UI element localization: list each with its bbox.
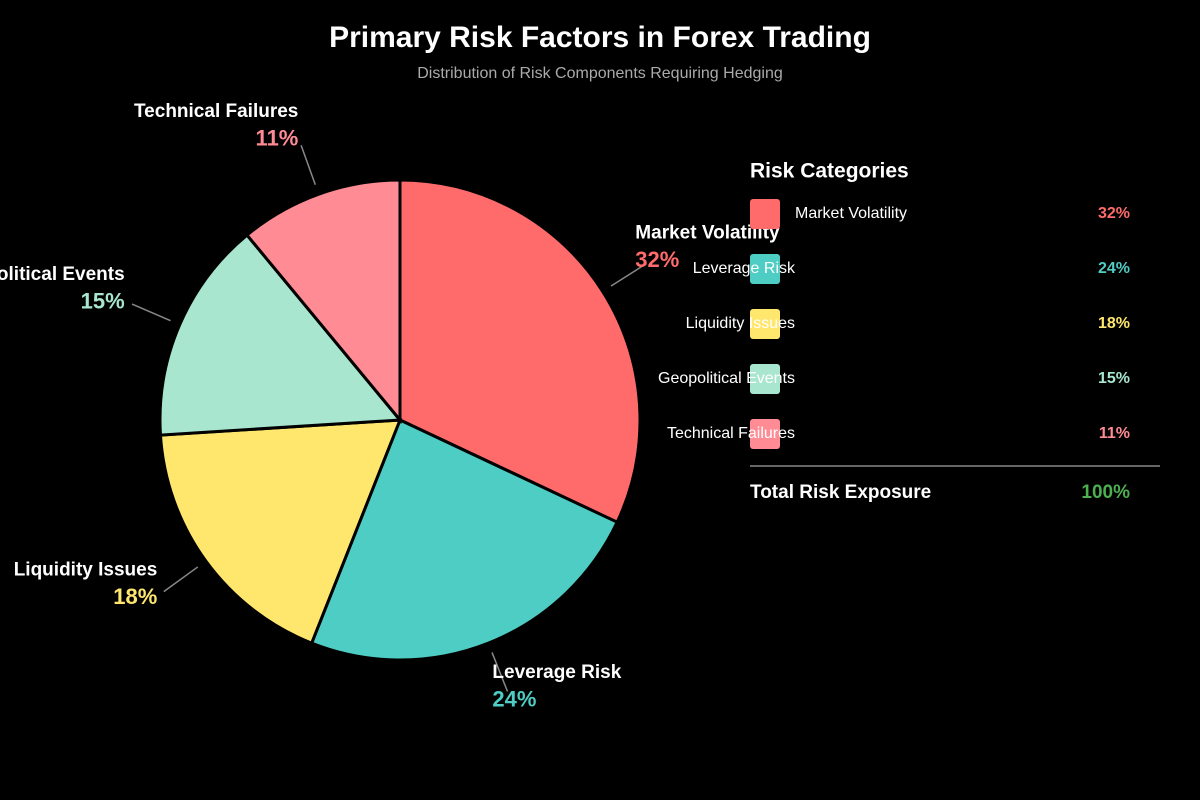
leader-line: [610, 262, 647, 287]
legend-title: Risk Categories: [750, 160, 909, 183]
total-label: Total Risk Exposure: [750, 482, 931, 503]
pie-slice: [158, 232, 404, 437]
legend-swatch: [750, 254, 780, 284]
slice-value-label: 18%: [113, 584, 157, 609]
slice-label: Liquidity Issues: [14, 559, 158, 580]
legend-swatch: [750, 309, 780, 339]
legend-swatch: [750, 364, 780, 394]
leader-line: [163, 566, 199, 593]
leader-line: [491, 652, 509, 692]
legend-swatch: [750, 419, 780, 449]
legend-value: 32%: [1098, 205, 1130, 222]
leader-line: [300, 145, 317, 186]
slice-value-label: 15%: [81, 289, 125, 314]
chart-subtitle: Distribution of Risk Components Requirin…: [417, 65, 783, 82]
legend-value: 11%: [1099, 425, 1130, 442]
pie-slice: [244, 178, 402, 425]
legend-label: Liquidity Issues: [686, 315, 795, 332]
slice-label: Leverage Risk: [492, 662, 621, 683]
legend-value: 18%: [1098, 315, 1130, 332]
legend-label: Leverage Risk: [693, 260, 796, 277]
chart-title: Primary Risk Factors in Forex Trading: [329, 21, 871, 54]
slice-value-label: 24%: [492, 687, 536, 712]
slice-value-label: 11%: [256, 126, 299, 151]
leader-line: [131, 303, 171, 322]
slice-label: Market Volatility: [635, 222, 780, 243]
legend-value: 24%: [1098, 260, 1130, 277]
total-value: 100%: [1081, 482, 1130, 503]
legend-label: Technical Failures: [667, 425, 795, 442]
legend-swatch: [750, 199, 780, 229]
legend-label: Market Volatility: [795, 205, 907, 222]
pie-slice: [158, 418, 403, 646]
slice-label: Geopolitical Events: [0, 264, 125, 285]
slice-label: Technical Failures: [134, 101, 298, 122]
slice-value-label: 32%: [635, 247, 679, 272]
legend-label: Geopolitical Events: [658, 370, 795, 387]
pie-slice: [309, 417, 620, 662]
legend-value: 15%: [1098, 370, 1130, 387]
pie-slice: [398, 178, 642, 525]
